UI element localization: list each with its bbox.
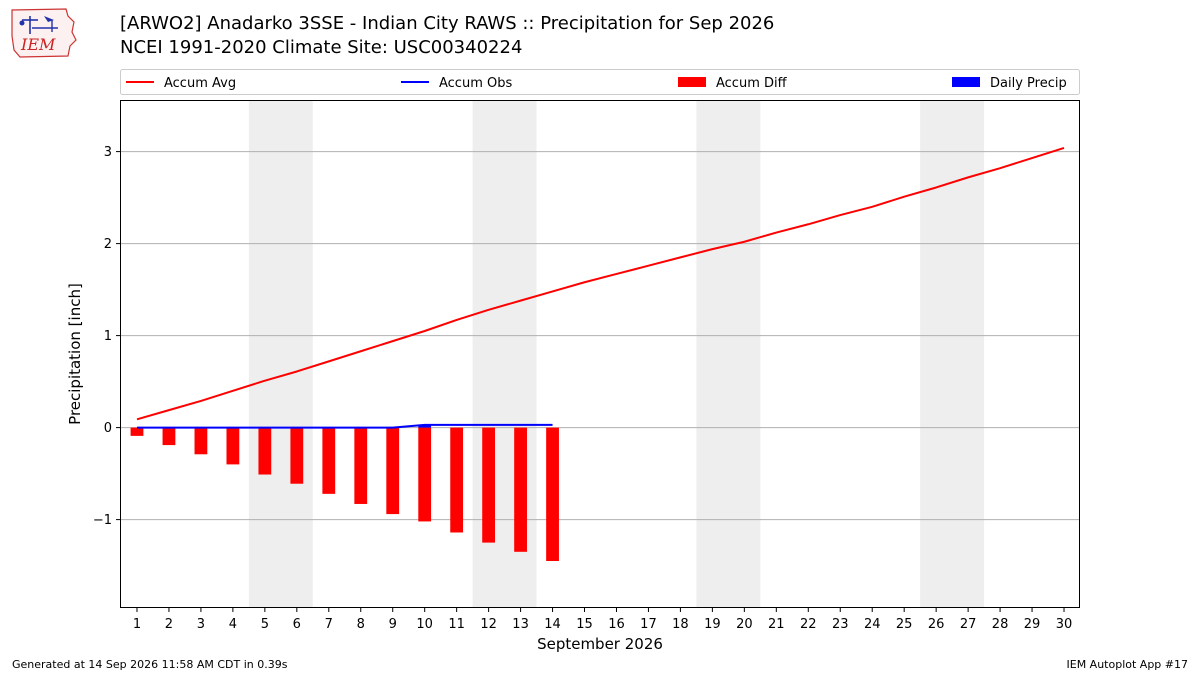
x-tick-label: 3 <box>197 617 205 632</box>
accum-diff-bar <box>546 427 559 561</box>
accum-diff-bar <box>418 427 432 522</box>
bars <box>130 424 559 561</box>
app-id: IEM Autoplot App #17 <box>1066 658 1189 671</box>
accum-diff-bar <box>130 427 144 436</box>
weekend-band <box>696 101 761 607</box>
accum-diff-bar <box>226 427 240 465</box>
x-tick-label: 2 <box>165 617 173 632</box>
gridlines <box>121 151 1080 521</box>
weekend-band <box>248 101 313 607</box>
x-tick-label: 14 <box>544 617 561 632</box>
legend-label: Accum Obs <box>439 76 512 91</box>
weekend-shading <box>248 101 985 607</box>
x-tick-label: 22 <box>800 617 817 632</box>
y-tick-label: 3 <box>104 145 112 160</box>
x-tick-label: 13 <box>512 617 529 632</box>
x-tick-label: 20 <box>736 617 753 632</box>
y-axis-label: Precipitation [inch] <box>66 283 84 425</box>
daily-precip-bar <box>418 424 432 428</box>
accum-diff-bar <box>258 427 272 475</box>
x-tick-label: 19 <box>704 617 721 632</box>
x-tick-label: 29 <box>1024 617 1041 632</box>
x-tick-label: 1 <box>133 617 141 632</box>
x-tick-label: 17 <box>640 617 657 632</box>
x-tick-label: 10 <box>416 617 433 632</box>
plot-frame <box>120 100 1080 608</box>
y-tick-label: 2 <box>104 237 112 252</box>
weekend-band <box>920 101 985 607</box>
logo-text: IEM <box>20 35 56 54</box>
x-tick-label: 23 <box>832 617 849 632</box>
legend-swatch-patch <box>678 77 706 87</box>
legend-label: Accum Diff <box>716 76 788 91</box>
y-tick-label: 1 <box>104 329 112 344</box>
x-tick-label: 15 <box>576 617 593 632</box>
x-tick-label: 5 <box>261 617 269 632</box>
accum-diff-bar <box>354 427 368 504</box>
iem-logo: IEM <box>8 6 80 60</box>
x-tick-label: 12 <box>480 617 497 632</box>
accum-diff-bar <box>194 427 208 455</box>
accum-diff-bar <box>482 427 496 543</box>
y-tick-label: −1 <box>93 513 112 528</box>
x-tick-label: 6 <box>293 617 301 632</box>
legend-swatch-patch <box>952 77 980 87</box>
x-tick-label: 18 <box>672 617 689 632</box>
x-tick-label: 9 <box>389 617 397 632</box>
accum-obs-line <box>136 423 553 429</box>
accum-diff-bar <box>514 427 527 552</box>
x-tick-label: 4 <box>229 617 237 632</box>
x-tick-label: 28 <box>992 617 1009 632</box>
legend: Accum Avg Accum Obs Accum Diff Daily Precip <box>120 69 1080 95</box>
x-tick-label: 11 <box>448 617 465 632</box>
accum-diff-bar <box>290 427 304 484</box>
x-tick-label: 16 <box>608 617 625 632</box>
chart-title: [ARWO2] Anadarko 3SSE - Indian City RAWS… <box>120 13 775 34</box>
generated-timestamp: Generated at 14 Sep 2026 11:58 AM CDT in… <box>12 658 288 671</box>
legend-label: Accum Avg <box>164 76 236 91</box>
accum-diff-bar <box>386 427 400 515</box>
x-tick-label: 24 <box>864 617 881 632</box>
x-tick-label: 26 <box>928 617 945 632</box>
accum-diff-bar <box>450 427 464 533</box>
accum-diff-bar <box>322 427 336 494</box>
series-lines <box>136 146 1065 429</box>
x-tick-label: 25 <box>896 617 913 632</box>
x-axis-label: September 2026 <box>537 635 663 653</box>
y-tick-label: 0 <box>104 421 112 436</box>
x-tick-label: 30 <box>1056 617 1073 632</box>
chart-subtitle: NCEI 1991-2020 Climate Site: USC00340224 <box>120 37 523 58</box>
legend-frame <box>120 69 1080 95</box>
x-tick-label: 27 <box>960 617 977 632</box>
accum-avg-line <box>136 146 1065 421</box>
accum-diff-bar <box>162 427 176 446</box>
x-tick-label: 21 <box>768 617 785 632</box>
x-tick-label: 7 <box>325 617 333 632</box>
x-tick-label: 8 <box>357 617 365 632</box>
legend-label: Daily Precip <box>990 76 1067 91</box>
